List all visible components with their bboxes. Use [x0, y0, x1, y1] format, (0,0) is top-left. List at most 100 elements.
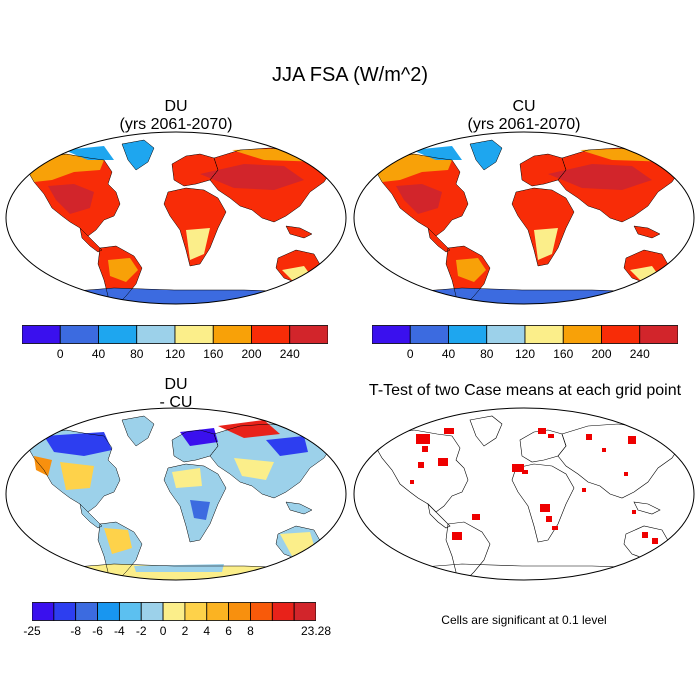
panel-title-diff: DU - CU: [26, 376, 326, 412]
colorbar-cu-tick-label: 240: [629, 347, 650, 361]
colorbar-diff-tick-label: -4: [114, 624, 125, 638]
colorbar-diff-labels: -25 -8 -6 -4 -2 0 2 4 6 8 23.28: [23, 624, 331, 640]
significant-cell: [546, 516, 552, 522]
colorbar-cu-swatch: [639, 325, 678, 344]
colorbar-du-swatch: [22, 325, 61, 344]
colorbar-du-swatch: [59, 325, 99, 344]
significant-cell: [552, 526, 558, 530]
colorbar-cu: [372, 325, 678, 344]
colorbar-du-swatch: [289, 325, 328, 344]
significant-cell: [438, 458, 448, 466]
colorbar-diff-tick-label: -8: [70, 624, 82, 638]
map-cu: [353, 131, 695, 305]
significant-cell: [582, 488, 586, 492]
panel-title-cu-line1: CU: [512, 98, 536, 115]
significant-cell: [418, 462, 424, 468]
significant-cell: [428, 576, 442, 580]
colorbar-du-swatch: [136, 325, 176, 344]
map-diff: [5, 407, 347, 581]
colorbar-du-tick-label: 120: [164, 347, 186, 361]
colorbar-du-labels: 0 40 80 120 160 200 240: [22, 347, 328, 363]
colorbar-diff-tick-label: -6: [92, 624, 103, 638]
colorbar-du-swatch: [251, 325, 291, 344]
panel-title-diff-line2: - CU: [159, 394, 193, 411]
significant-cell: [512, 464, 524, 472]
colorbar-diff-swatch: [53, 602, 77, 621]
colorbar-cu-tick-label: 200: [591, 347, 612, 361]
colorbar-du-swatch: [174, 325, 214, 344]
colorbar-cu-tick-label: 40: [441, 347, 456, 361]
significant-cell: [548, 434, 554, 438]
colorbar-cu-swatch: [409, 325, 449, 344]
significant-cell: [540, 504, 550, 512]
colorbar-diff-swatch: [250, 602, 273, 621]
significant-cell: [416, 434, 430, 444]
significant-cell: [628, 436, 636, 444]
colorbar-du-tick-label: 40: [91, 347, 106, 361]
map-ttest: [353, 407, 695, 581]
significant-cell: [522, 470, 528, 474]
colorbar-diff: [32, 602, 316, 621]
panel-title-diff-line1: DU: [164, 376, 188, 393]
colorbar-du-tick-label: 80: [130, 347, 144, 361]
colorbar-cu-swatch: [486, 325, 526, 344]
panel-title-du: DU (yrs 2061-2070): [26, 98, 326, 134]
colorbar-diff-swatch: [162, 602, 186, 621]
significant-cell: [602, 448, 606, 452]
colorbar-diff-tick-label: -25: [23, 624, 41, 638]
colorbar-du-tick-label: 160: [203, 347, 224, 361]
significant-cell: [624, 472, 628, 476]
significant-cell: [642, 532, 648, 538]
significant-cell: [632, 510, 636, 514]
colorbar-cu-swatch: [448, 325, 488, 344]
colorbar-cu-swatch: [562, 325, 602, 344]
significant-cell: [538, 428, 546, 434]
colorbar-diff-tick-label: 8: [247, 624, 254, 638]
colorbar-cu-tick-label: 120: [514, 347, 536, 361]
colorbar-diff-swatch: [206, 602, 230, 621]
colorbar-du-tick-label: 240: [279, 347, 300, 361]
colorbar-diff-tick-label: 0: [159, 624, 167, 638]
colorbar-cu-tick-label: 0: [406, 347, 414, 361]
colorbar-diff-swatch: [293, 602, 316, 621]
significant-cell: [452, 532, 462, 540]
significant-cell: [422, 446, 428, 452]
map-du: [5, 131, 347, 305]
colorbar-diff-swatch: [140, 602, 164, 621]
colorbar-diff-swatch: [75, 602, 98, 621]
colorbar-cu-swatch: [372, 325, 411, 344]
colorbar-diff-tick-label: -2: [135, 624, 147, 638]
colorbar-diff-swatch: [97, 602, 120, 621]
colorbar-cu-swatch: [601, 325, 641, 344]
significant-cell: [652, 538, 658, 544]
main-title: JJA FSA (W/m^2): [271, 64, 429, 86]
colorbar-cu-tick-label: 80: [480, 347, 494, 361]
colorbar-diff-tick-label: 23.28: [300, 624, 332, 638]
panel-title-ttest-line1: T-Test of two Case means at each grid po…: [368, 382, 682, 399]
colorbar-du-swatch: [98, 325, 138, 344]
colorbar-cu-swatch: [524, 325, 564, 344]
colorbar-diff-tick-label: 4: [203, 624, 211, 638]
significant-cell: [410, 480, 414, 484]
colorbar-diff-swatch: [184, 602, 208, 621]
panel-title-cu-line2: (yrs 2061-2070): [467, 116, 581, 133]
panel-title-du-line1: DU: [164, 98, 188, 115]
panel-title-cu: CU (yrs 2061-2070): [374, 98, 674, 134]
significant-cell: [472, 514, 480, 520]
significant-cell: [444, 428, 454, 434]
colorbar-diff-tick-label: 2: [181, 624, 189, 638]
colorbar-diff-swatch: [271, 602, 295, 621]
panel-title-du-line2: (yrs 2061-2070): [119, 116, 233, 133]
colorbar-diff-swatch: [32, 602, 55, 621]
significance-note: Cells are significant at 0.1 level: [441, 613, 607, 627]
colorbar-du-swatch: [212, 325, 252, 344]
colorbar-diff-tick-label: 6: [225, 624, 232, 638]
colorbar-cu-tick-label: 160: [553, 347, 574, 361]
colorbar-cu-labels: 0 40 80 120 160 200 240: [372, 347, 678, 363]
colorbar-du: [22, 325, 328, 344]
significant-cell: [586, 434, 592, 440]
colorbar-diff-swatch: [228, 602, 251, 621]
colorbar-du-tick-label: 200: [241, 347, 262, 361]
colorbar-du-tick-label: 0: [56, 347, 64, 361]
colorbar-diff-swatch: [118, 602, 142, 621]
